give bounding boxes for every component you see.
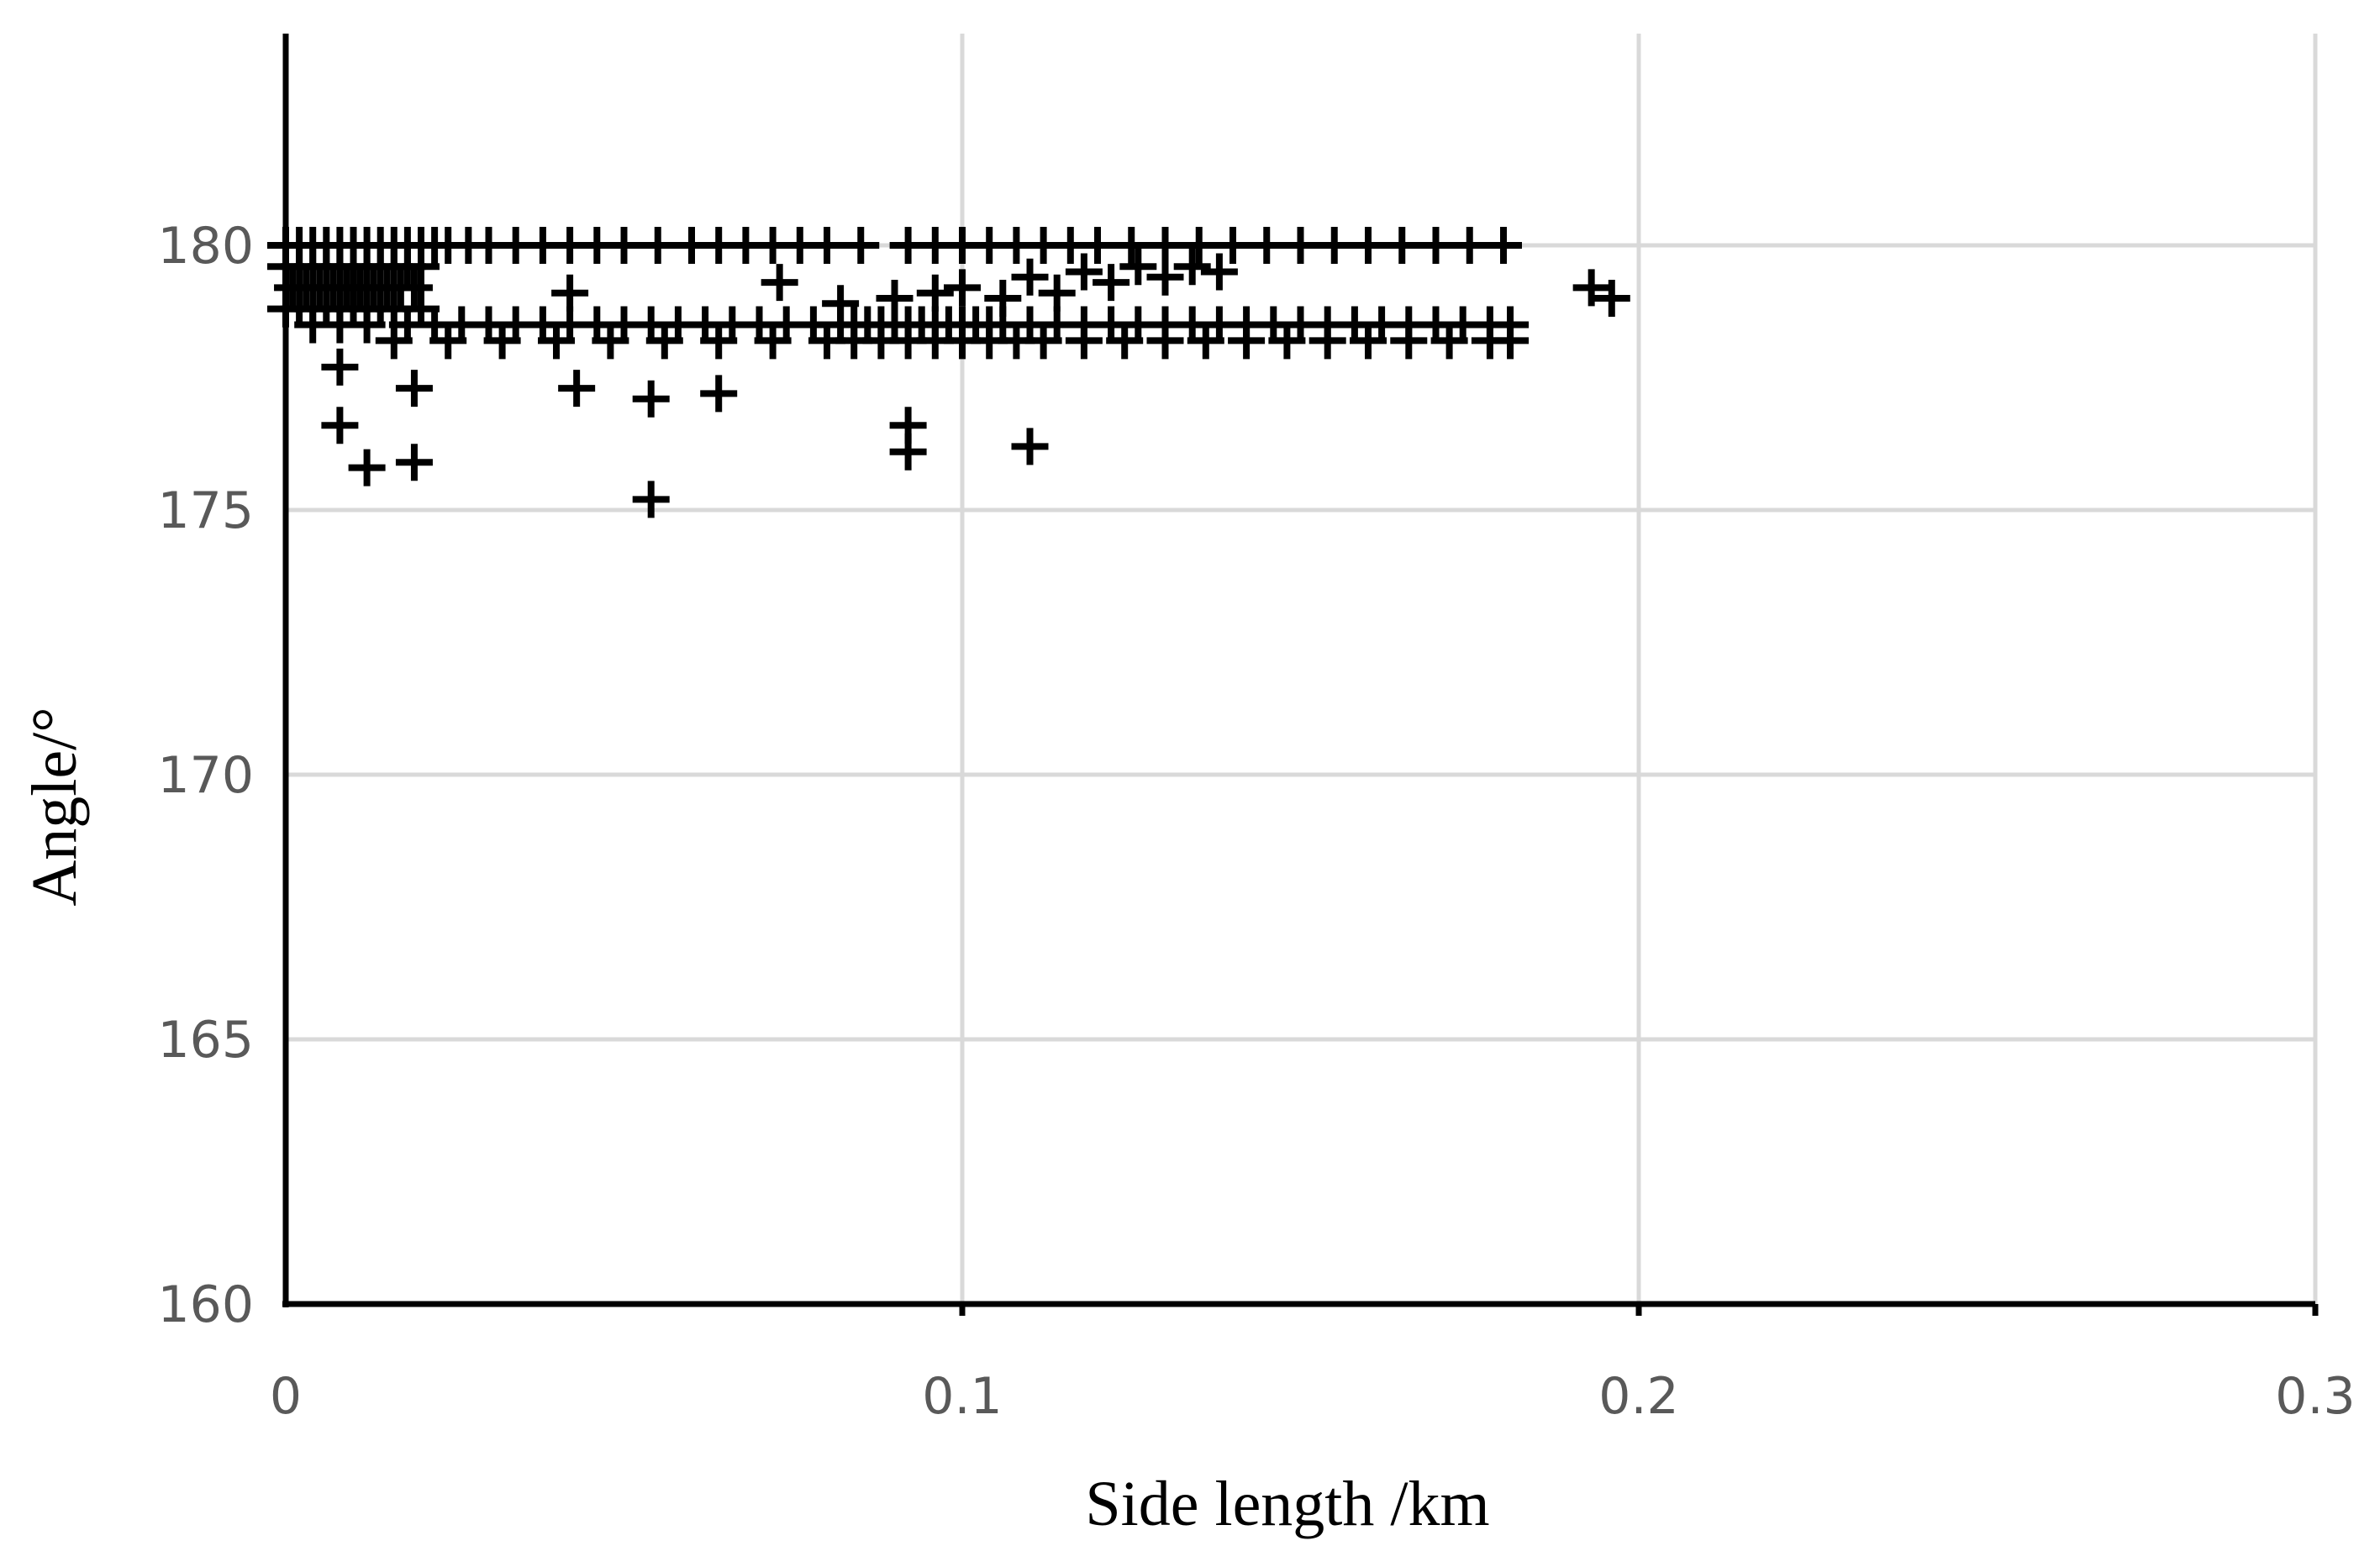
data-point <box>1011 258 1049 296</box>
data-point <box>429 322 467 360</box>
y-axis-title: Angle/° <box>19 707 90 906</box>
data-point <box>321 407 359 444</box>
y-tick-label: 175 <box>157 481 254 540</box>
data-point <box>876 280 914 317</box>
x-tick-label: 0.1 <box>922 1367 1002 1426</box>
x-axis-title: Side length /km <box>1085 1469 1489 1539</box>
data-point <box>1485 227 1522 264</box>
data-point <box>1011 428 1049 465</box>
data-point <box>1113 227 1151 264</box>
gridlines <box>286 34 2318 1304</box>
data-point <box>808 227 845 264</box>
data-point <box>984 280 1022 317</box>
data-point <box>645 322 683 360</box>
data-point <box>944 269 981 307</box>
data-point <box>348 449 386 486</box>
data-point <box>1572 269 1610 307</box>
data-point <box>1106 322 1144 360</box>
data-point <box>1390 322 1428 360</box>
data-point <box>375 322 413 360</box>
y-tick-label: 165 <box>157 1011 254 1070</box>
x-tick-label: 0.2 <box>1598 1367 1678 1426</box>
data-point <box>551 274 589 312</box>
data-point <box>1038 274 1076 312</box>
data-point <box>1308 322 1346 360</box>
data-point <box>1383 227 1421 264</box>
data-point <box>700 375 738 413</box>
data-point <box>1173 248 1211 286</box>
y-tick-label: 170 <box>157 746 254 805</box>
data-point <box>592 322 629 360</box>
data-point <box>1593 280 1630 317</box>
data-point <box>605 227 643 264</box>
data-point <box>395 444 433 481</box>
data-point <box>761 264 798 302</box>
data-point <box>395 269 433 307</box>
data-point <box>822 285 860 323</box>
data-point <box>1282 227 1319 264</box>
data-point <box>632 380 670 418</box>
tick-labels: 160 165 170 175 180 0 0.1 0.2 0.3 <box>157 217 2355 1426</box>
data-point <box>754 322 792 360</box>
x-tick-label: 0 <box>270 1367 302 1426</box>
axes <box>282 34 2319 1316</box>
y-tick-label: 180 <box>157 217 254 276</box>
data-point <box>538 322 575 360</box>
data-point <box>403 248 440 286</box>
data-point <box>1093 264 1130 302</box>
data-point <box>1200 253 1238 291</box>
data-point <box>483 322 521 360</box>
data-point <box>1024 322 1062 360</box>
data-point <box>1079 227 1116 264</box>
data-point <box>1146 322 1184 360</box>
data-points <box>267 227 1630 518</box>
data-point <box>395 370 433 408</box>
data-point <box>889 433 927 471</box>
data-point <box>1248 227 1286 264</box>
data-point <box>1187 322 1224 360</box>
data-point <box>348 306 386 344</box>
data-point <box>1214 227 1251 264</box>
data-point <box>1065 322 1103 360</box>
data-point <box>1451 227 1488 264</box>
y-tick-label: 160 <box>157 1275 254 1334</box>
data-point <box>1350 227 1387 264</box>
data-point <box>1417 227 1455 264</box>
data-point <box>1065 253 1103 291</box>
x-tick-label: 0.3 <box>2275 1367 2355 1426</box>
data-point <box>1119 248 1157 286</box>
data-point <box>1146 258 1184 296</box>
data-point <box>1268 322 1306 360</box>
data-point <box>1180 227 1218 264</box>
data-point <box>639 227 677 264</box>
data-point <box>916 274 954 312</box>
data-point <box>842 227 880 264</box>
data-point <box>1146 227 1184 264</box>
data-point <box>1430 322 1468 360</box>
data-point <box>632 481 670 518</box>
data-point <box>1315 227 1353 264</box>
data-point <box>558 370 596 408</box>
data-point <box>1350 322 1387 360</box>
data-point <box>321 348 359 386</box>
data-point <box>1228 322 1266 360</box>
data-point <box>700 322 738 360</box>
data-point <box>1492 322 1530 360</box>
